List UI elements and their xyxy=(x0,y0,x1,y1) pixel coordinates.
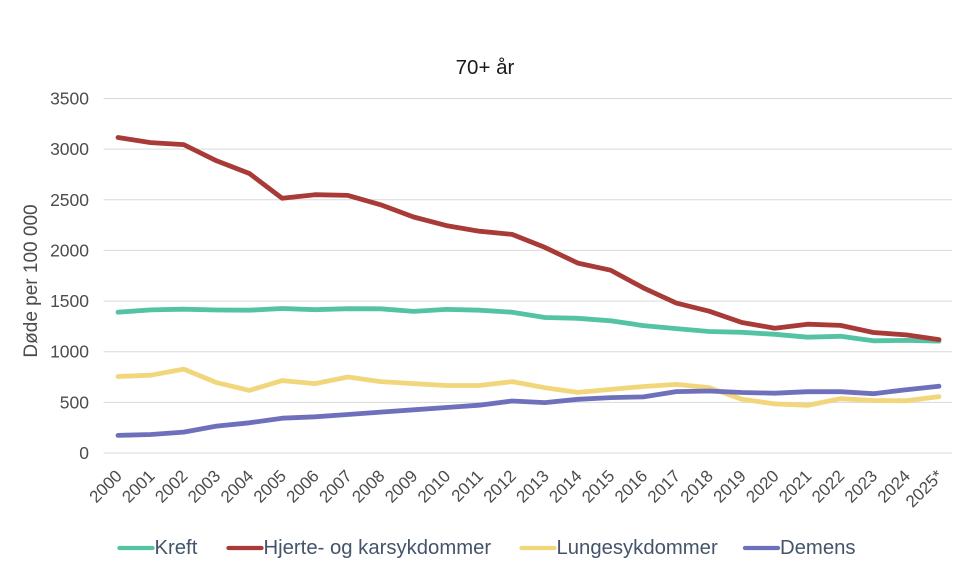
svg-text:3500: 3500 xyxy=(50,89,89,109)
svg-text:2500: 2500 xyxy=(50,190,89,210)
svg-text:2000: 2000 xyxy=(50,240,89,260)
svg-text:70+ år: 70+ år xyxy=(456,56,515,79)
svg-text:3000: 3000 xyxy=(50,139,89,159)
svg-text:Døde per 100 000: Døde per 100 000 xyxy=(21,204,42,357)
svg-text:Hjerte- og karsykdommer: Hjerte- og karsykdommer xyxy=(264,537,492,559)
svg-text:Demens: Demens xyxy=(780,537,856,559)
svg-text:Lungesykdommer: Lungesykdommer xyxy=(557,537,718,559)
svg-text:500: 500 xyxy=(60,392,89,412)
svg-text:1500: 1500 xyxy=(50,291,89,311)
svg-text:0: 0 xyxy=(79,443,89,463)
svg-text:1000: 1000 xyxy=(50,342,89,362)
svg-text:Kreft: Kreft xyxy=(155,537,198,559)
